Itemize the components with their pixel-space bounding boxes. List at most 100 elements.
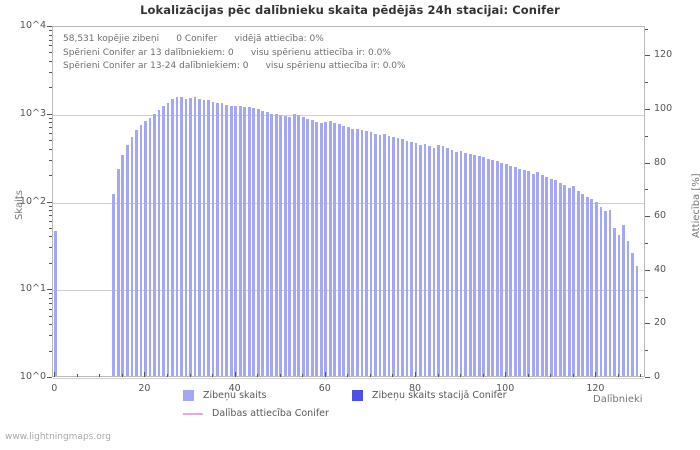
bar <box>153 114 156 376</box>
y-left-tick-major <box>47 202 52 203</box>
y-left-tick-minor <box>49 236 52 237</box>
bar <box>477 156 481 376</box>
bar <box>604 211 607 376</box>
legend-item-2[interactable]: Zibeņu skaits stacijā Conifer <box>352 390 507 401</box>
bar <box>590 198 594 376</box>
y-axis-right-title: Attiecība [%] <box>691 172 700 238</box>
bar <box>207 100 210 376</box>
y-left-tick-minor <box>49 303 52 304</box>
bar <box>175 96 179 376</box>
y-right-tick-minor <box>645 297 648 298</box>
bar <box>518 168 522 376</box>
y-right-tick-label: 20 <box>654 317 667 329</box>
bar <box>220 103 224 376</box>
bar <box>468 153 472 376</box>
bar <box>365 130 368 376</box>
y-left-tick-label: 10^4 <box>19 20 46 31</box>
y-right-tick-major <box>645 216 650 217</box>
bar <box>522 169 526 376</box>
bar <box>171 98 174 376</box>
bar <box>351 129 355 376</box>
x-tick-label: 60 <box>318 383 331 394</box>
y-left-tick-minor <box>49 61 52 62</box>
bar <box>599 206 603 376</box>
y-right-tick-label: 60 <box>654 210 667 222</box>
bar <box>464 152 467 376</box>
bar <box>405 140 409 376</box>
y-left-tick-minor <box>49 175 52 176</box>
annotations-block: 58,531 kopējie zibeņi 0 Conifer vidējā a… <box>63 33 406 74</box>
y-right-tick-major <box>645 55 650 56</box>
bar <box>581 193 585 376</box>
bar <box>121 155 125 376</box>
legend-label: Dalības attiecība Conifer <box>212 408 329 419</box>
y-left-tick-minor <box>49 228 52 229</box>
bar <box>292 114 296 376</box>
y-left-tick-minor <box>49 149 52 150</box>
y-right-tick-label: 40 <box>654 263 667 275</box>
bar <box>473 155 477 376</box>
x-tick-label: 120 <box>586 383 605 394</box>
bar <box>328 121 332 376</box>
bar <box>144 121 147 376</box>
x-tick-minor <box>122 374 123 377</box>
bar <box>306 118 310 376</box>
y-left-tick-minor <box>49 35 52 36</box>
y-right-tick-label: 80 <box>654 156 667 168</box>
bar <box>310 120 314 376</box>
bar <box>319 123 323 376</box>
y-left-tick-label: 10^1 <box>19 283 46 295</box>
y-left-tick-minor <box>49 215 52 216</box>
annotation-line-1: 58,531 kopējie zibeņi 0 Conifer vidējā a… <box>63 34 324 44</box>
legend-item-3[interactable]: Dalības attiecība Conifer <box>183 408 329 419</box>
x-tick-minor <box>370 374 371 377</box>
bar <box>288 116 292 376</box>
y-left-tick-minor <box>49 206 52 207</box>
bar <box>410 141 413 376</box>
bars-layer <box>53 27 644 376</box>
bar <box>428 145 431 376</box>
y-right-tick-major <box>645 323 650 324</box>
bar <box>613 228 616 376</box>
legend-item-1[interactable]: Zibeņu skaits <box>183 390 267 401</box>
bar <box>342 126 346 376</box>
y-left-tick-minor <box>49 52 52 53</box>
y-right-tick-label: 120 <box>654 49 673 61</box>
x-tick-minor <box>573 374 574 377</box>
y-right-tick-minor <box>645 136 648 137</box>
x-tick-minor <box>167 374 168 377</box>
bar <box>549 179 553 376</box>
bar <box>594 202 598 376</box>
bar <box>567 187 571 376</box>
y-left-tick-minor <box>49 30 52 31</box>
bar <box>414 143 418 376</box>
bar <box>572 186 576 376</box>
bar <box>608 209 612 376</box>
bar <box>450 149 454 376</box>
bar <box>112 193 116 376</box>
y-left-tick-label: 10^3 <box>19 107 46 119</box>
y-left-tick-major <box>47 377 52 378</box>
bar <box>162 106 165 376</box>
y-left-tick-minor <box>49 298 52 299</box>
bar <box>279 114 283 376</box>
x-tick-minor <box>618 374 619 377</box>
bar <box>184 99 188 376</box>
page-title: Lokalizācijas pēc dalībnieku skaita pēdē… <box>140 3 560 17</box>
bar <box>585 196 589 376</box>
x-tick-minor <box>212 374 213 377</box>
bar <box>198 99 201 376</box>
y-left-tick-minor <box>49 40 52 41</box>
y-right-tick-major <box>645 109 650 110</box>
bar <box>369 132 373 376</box>
bar <box>202 99 206 376</box>
bar <box>446 147 449 376</box>
annotation-line-3: Spērieni Conifer ar 13-24 dalībniekiem: … <box>63 61 406 71</box>
bar <box>432 147 436 376</box>
bar <box>527 171 531 376</box>
y-left-tick-minor <box>49 87 52 88</box>
legend-label: Zibeņu skaits stacijā Conifer <box>372 390 507 401</box>
bar <box>482 157 486 376</box>
bar <box>130 136 134 376</box>
